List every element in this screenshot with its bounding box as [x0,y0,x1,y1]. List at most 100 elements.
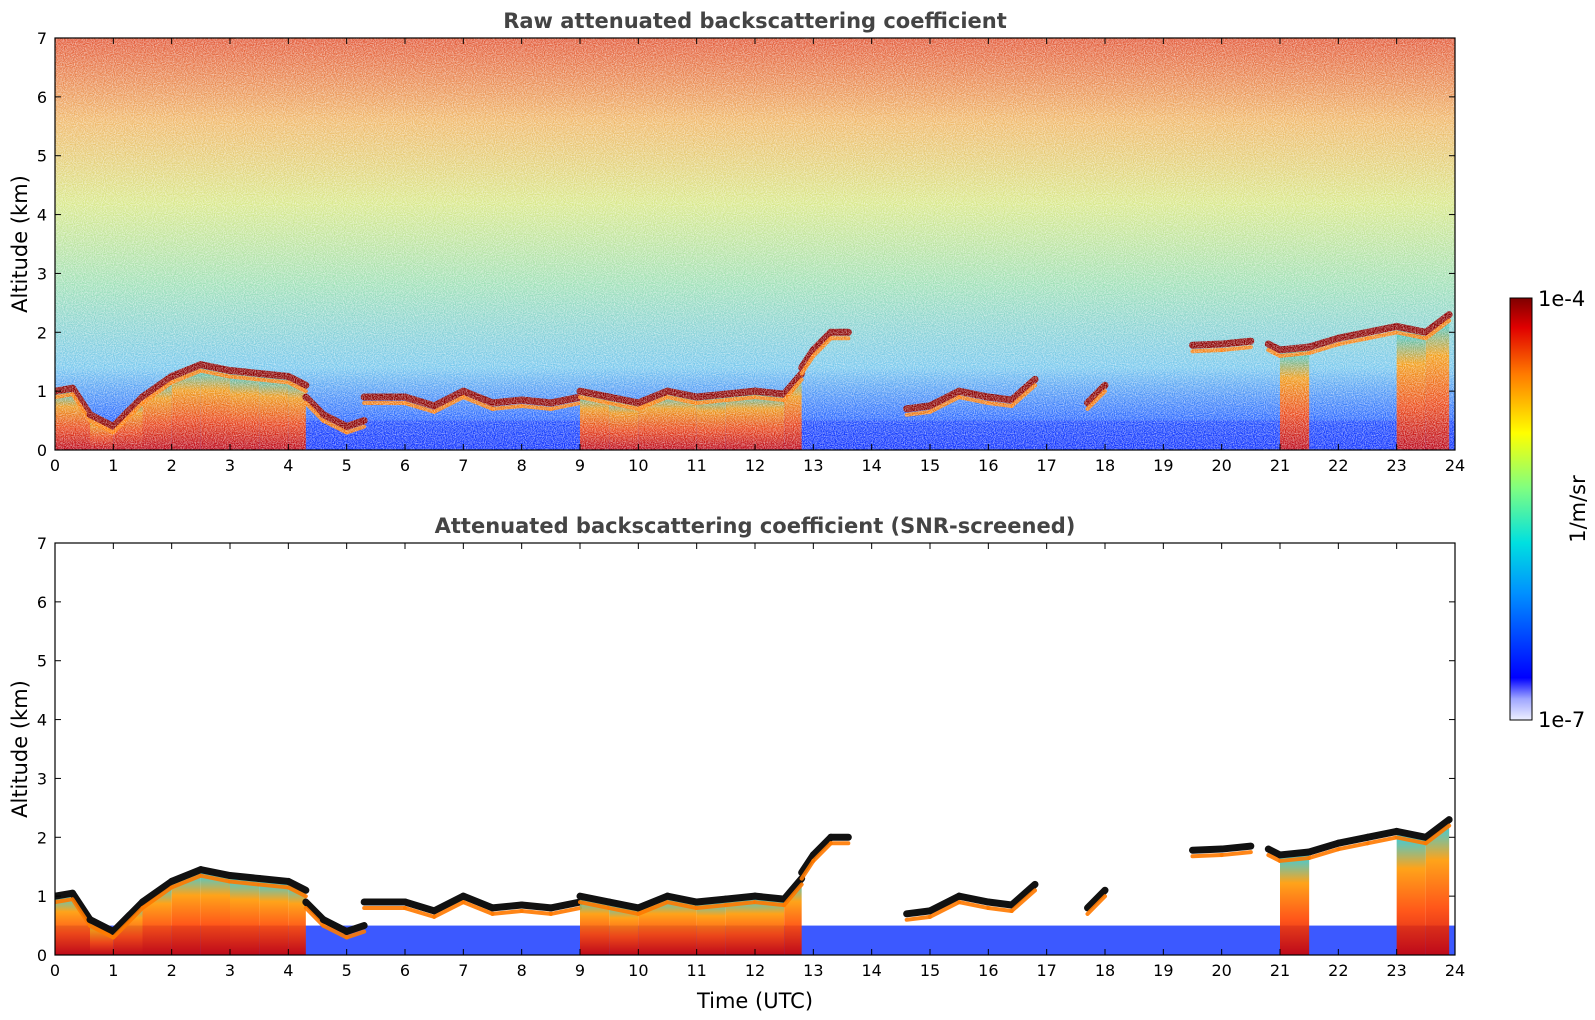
cloud-layer-segment [926,892,963,915]
x-tick-label: 13 [803,961,823,980]
cloud-curtain [580,896,610,955]
y-tick-label: 1 [37,382,47,401]
cloud-layer-edge [665,900,699,911]
cloud-layer-segment [139,877,176,906]
cloud-layer-edge [811,841,833,863]
cloud-layer-segment [693,895,730,906]
x-tick-label: 9 [575,961,585,980]
cloud-layer-segment [1189,845,1226,854]
cloud-layer-edge [321,923,349,940]
x-tick-label: 24 [1445,456,1465,475]
cloud-layer-edge [344,929,367,940]
cloud-layer-segment [576,892,613,906]
x-tick-label: 5 [342,456,352,475]
cloud-layer-edge [904,914,932,922]
x-tick-label: 12 [745,456,765,475]
x-tick-label: 0 [50,961,60,980]
cloud-layer-edge [782,882,804,908]
x-tick-label: 3 [225,961,235,980]
cloud-layer-edge [1219,850,1253,858]
cloud-layer-segment [459,892,496,912]
y-tick-label: 5 [37,652,47,671]
x-tick-label: 9 [575,456,585,475]
raw-backscatter-panel: Raw attenuated backscattering coefficien… [8,9,1465,475]
colorbar-unit-label: 1/m/sr [1566,475,1590,543]
cloud-curtain [200,869,230,955]
screened-backscatter-panel: Attenuated backscattering coefficient (S… [8,514,1465,1013]
cloud-curtain [1280,852,1310,955]
screened-ylabel: Altitude (km) [8,680,32,818]
y-tick-label: 2 [37,323,47,342]
cloud-layer-edge [1365,835,1399,846]
x-tick-label: 18 [1095,456,1115,475]
x-tick-label: 6 [400,961,410,980]
cloud-layer-edge [1423,823,1452,846]
cloud-layer-edge [607,906,641,916]
x-tick-label: 23 [1386,961,1406,980]
x-tick-label: 10 [628,456,648,475]
x-tick-label: 17 [1036,961,1056,980]
x-tick-label: 23 [1386,456,1406,475]
cloud-layer-edge [286,885,308,899]
cloud-curtain [725,896,755,955]
x-tick-label: 14 [861,456,881,475]
cloud-curtain [696,899,726,955]
cloud-layer-edge [1085,894,1107,916]
screened-xlabel: Time (UTC) [696,989,813,1013]
cloud-layer-edge [753,900,787,908]
cloud-layer-edge [636,900,670,916]
cloud-layer-segment [1305,839,1342,856]
cloud-layer-edge [257,882,291,890]
x-tick-label: 15 [920,456,940,475]
x-tick-label: 12 [745,961,765,980]
cloud-layer-segment [401,898,438,915]
cloud-layer-segment [343,922,368,935]
cloud-layer-segment [197,866,234,880]
cloud-layer-edge [490,908,524,916]
cloud-layer-edge [198,873,232,884]
y-tick-label: 7 [37,29,47,48]
cloud-layer-segment [1084,886,1109,912]
x-tick-label: 21 [1270,961,1290,980]
cloud-curtain [288,881,306,955]
screened-panel-title: Attenuated backscattering coefficient (S… [435,514,1076,538]
cloud-layer-segment [69,889,94,924]
y-tick-label: 1 [37,887,47,906]
cloud-layer-edge [55,897,75,905]
cloud-layer-segment [168,866,205,885]
x-tick-label: 13 [803,456,823,475]
cloud-layer-segment [809,833,835,859]
x-tick-label: 6 [400,456,410,475]
cloud-layer-segment [518,901,555,912]
cloud-layer-segment [255,874,292,885]
x-tick-label: 5 [342,961,352,980]
y-tick-label: 2 [37,828,47,847]
colorbar-min-label: 1e-7 [1538,708,1585,732]
cloud-layer-segment [634,892,671,912]
cloud-layer-edge [548,906,582,916]
cloud-curtain [755,896,785,955]
cloud-curtain [1425,819,1450,955]
cloud-layer-segment [319,916,351,935]
cloud-layer-edge [111,906,145,940]
cloud-layer-segment [984,898,1016,909]
cloud-layer-segment [430,892,467,915]
y-tick-label: 6 [37,88,47,107]
y-tick-label: 3 [37,769,47,788]
screened-axis-ticks: 0 1 2 3 4 5 6 7 8 9 10 11 12 13 14 15 16 17 18 19 20 21 22 23 24… [37,534,1465,980]
cloud-layer-edge [403,906,437,919]
cloud-curtain [667,896,697,955]
y-tick-label: 6 [37,593,47,612]
x-tick-label: 24 [1445,961,1465,980]
cloud-layer-segment [605,898,642,912]
raw-axis-ticks: 0 1 2 3 4 5 6 7 8 9 10 11 12 13 14 15 16 17 18 19 20 21 22 23 24… [37,29,1465,475]
x-tick-label: 11 [686,961,706,980]
cloud-layer-edge [723,900,757,908]
cloud-layer-segment [664,892,701,906]
cloud-layer-segment [489,901,526,912]
cloud-layer-edge [169,873,203,890]
colorbar-gradient [1509,297,1533,721]
x-tick-label: 7 [458,961,468,980]
cloud-layer-edge [1009,888,1037,913]
x-tick-label: 16 [978,456,998,475]
